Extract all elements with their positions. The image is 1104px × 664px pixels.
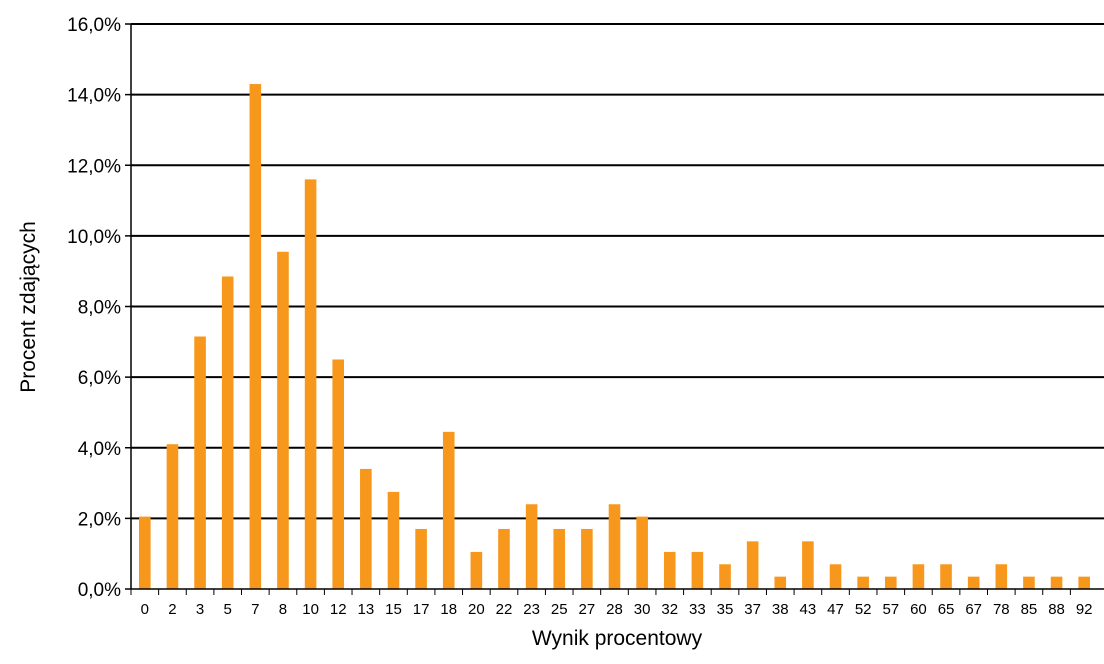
x-tick-label: 35 [717,601,734,618]
bar [1023,576,1035,589]
x-tick-label: 47 [827,601,844,618]
bar [304,179,317,589]
x-tick-label: 30 [634,601,651,618]
y-tick-label: 12,0% [67,156,121,177]
x-tick-label: 37 [744,601,761,618]
bar [442,431,455,589]
bar [194,336,206,589]
bar [139,516,151,589]
x-tick-label: 67 [965,601,982,618]
bar [221,276,234,589]
y-tick-labels: 0,0% 2,0% 4,0% 6,0% 8,0% 10,0% 12,0% 14,0% 16,0% [67,15,121,601]
bar [829,564,842,589]
bar [608,504,621,589]
bar [581,528,593,589]
y-tick-label: 10,0% [67,227,121,248]
axes [125,23,1104,595]
bar [967,576,980,589]
x-tick-label: 15 [385,601,402,618]
x-tick-label: 25 [551,601,568,618]
bar [940,564,952,589]
bar [636,516,648,589]
x-tick-label: 10 [302,601,319,618]
x-tick-label: 17 [413,601,430,618]
x-tick-labels: 0 2 3 5 7 8 10 12 13 15 17 18 20 22 23 25 27 28 30 32 33 35 37… [141,601,1093,618]
x-tick-label: 13 [357,601,374,618]
y-axis-title: Procent zdających [17,221,40,393]
x-tick-label: 52 [855,601,872,618]
x-tick-label: 3 [196,601,204,618]
bar [1050,576,1063,589]
bar [498,528,510,589]
y-tick-label: 2,0% [78,509,121,530]
y-tick-label: 0,0% [78,580,121,601]
bar [470,551,483,589]
x-tick-label: 12 [330,601,347,618]
y-tick-label: 16,0% [67,15,121,36]
x-tick-label: 33 [689,601,706,618]
bar [884,576,897,589]
bar [663,551,676,589]
bar [249,84,262,589]
bar [525,504,538,589]
bar [746,541,759,589]
bar [912,564,925,589]
x-tick-label: 0 [141,601,149,618]
bar [277,251,289,589]
x-tick-label: 65 [938,601,955,618]
x-tick-label: 78 [993,601,1010,618]
bar [802,541,814,589]
bar [857,576,869,589]
bar [332,359,345,589]
x-tick-label: 20 [468,601,485,618]
x-tick-label: 18 [440,601,457,618]
x-tick-label: 32 [661,601,678,618]
y-tick-label: 8,0% [78,298,121,319]
x-tick-label: 92 [1076,601,1093,618]
x-tick-label: 85 [1021,601,1038,618]
bar [360,468,372,589]
x-tick-label: 22 [496,601,513,618]
bar [415,528,427,589]
bar [774,576,787,589]
x-axis-title: Wynik procentowy [532,627,703,650]
x-tick-label: 5 [224,601,232,618]
y-tick-label: 4,0% [78,439,121,460]
x-tick-label: 43 [800,601,817,618]
bar [387,491,400,589]
x-tick-label: 27 [579,601,596,618]
bar [166,444,179,589]
gridlines [131,23,1104,520]
x-tick-label: 57 [882,601,899,618]
x-tick-label: 60 [910,601,927,618]
x-tick-label: 38 [772,601,789,618]
x-tick-label: 8 [279,601,287,618]
x-tick-label: 2 [168,601,176,618]
x-tick-label: 28 [606,601,623,618]
x-tick-label: 23 [523,601,540,618]
bar [719,564,731,589]
bar [1078,576,1090,589]
bar [553,528,566,589]
y-tick-label: 6,0% [78,368,121,389]
y-tick-label: 14,0% [67,86,121,107]
x-tick-label: 7 [251,601,259,618]
bars [139,84,1090,589]
x-tick-label: 88 [1048,601,1065,618]
bar [691,551,704,589]
bar [995,564,1008,589]
